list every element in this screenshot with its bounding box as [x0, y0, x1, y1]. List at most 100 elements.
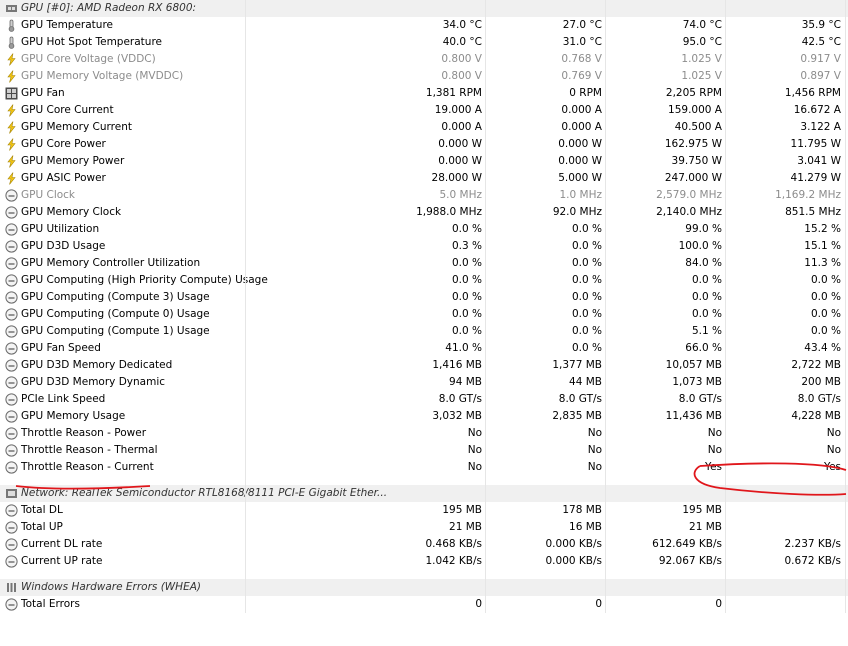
sensor-row[interactable]: GPU Hot Spot Temperature 40.0 °C 31.0 °C 95… [0, 34, 848, 51]
column-divider [245, 340, 246, 357]
column-divider [605, 340, 606, 357]
column-divider [485, 579, 486, 596]
column-divider [605, 102, 606, 119]
sensor-label: GPU ASIC Power [21, 172, 106, 184]
sensor-row[interactable]: GPU D3D Usage 0.3 % 0.0 % 100.0 % 15.1 % [0, 238, 848, 255]
min-value: 0.0 % [571, 274, 602, 286]
sensor-row[interactable]: Throttle Reason - Current No No Yes Yes [0, 459, 848, 476]
group-title: Windows Hardware Errors (WHEA) [21, 581, 201, 593]
column-divider [485, 119, 486, 136]
group-header[interactable]: Network: RealTek Semiconductor RTL8168/8… [0, 485, 848, 502]
sensor-row[interactable]: GPU Memory Voltage (MVDDC) 0.800 V 0.769 V… [0, 68, 848, 85]
column-divider [605, 170, 606, 187]
min-value: 5.000 W [558, 172, 602, 184]
sensor-row[interactable]: GPU Memory Clock 1,988.0 MHz 92.0 MHz 2,140… [0, 204, 848, 221]
sensor-row[interactable]: GPU Memory Current 0.000 A 0.000 A 40.500 A… [0, 119, 848, 136]
sensor-row[interactable]: GPU Computing (Compute 1) Usage 0.0 % 0.0 … [0, 323, 848, 340]
min-value: 8.0 GT/s [558, 393, 602, 405]
sensor-row[interactable]: GPU Temperature 34.0 °C 27.0 °C 74.0 °C 35.9… [0, 17, 848, 34]
column-divider [725, 119, 726, 136]
current-value: 0.0 % [451, 274, 482, 286]
group-spacer [0, 476, 848, 485]
sensor-row[interactable]: GPU Memory Power 0.000 W 0.000 W 39.750 W 3.… [0, 153, 848, 170]
min-value: 0.000 W [558, 138, 602, 150]
column-divider [845, 357, 846, 374]
sensor-row[interactable]: GPU ASIC Power 28.000 W 5.000 W 247.000 W 41… [0, 170, 848, 187]
average-value: 3.041 W [797, 155, 841, 167]
average-value: 0.0 % [810, 308, 841, 320]
sensor-row[interactable]: Throttle Reason - Thermal No No No No [0, 442, 848, 459]
column-divider [245, 442, 246, 459]
sensor-row[interactable]: Throttle Reason - Power No No No No [0, 425, 848, 442]
column-divider [605, 255, 606, 272]
column-divider [605, 459, 606, 476]
column-divider [725, 357, 726, 374]
sensor-row[interactable]: Total UP 21 MB 16 MB 21 MB [0, 519, 848, 536]
max-value: 2,205 RPM [665, 87, 722, 99]
sensor-row[interactable]: GPU Computing (Compute 3) Usage 0.0 % 0.0 … [0, 289, 848, 306]
sensor-row[interactable]: GPU Fan 1,381 RPM 0 RPM 2,205 RPM 1,456 RPM [0, 85, 848, 102]
current-value: 1,988.0 MHz [416, 206, 482, 218]
sensor-row[interactable]: GPU Core Voltage (VDDC) 0.800 V 0.768 V 1.0… [0, 51, 848, 68]
column-divider [245, 34, 246, 51]
column-divider [845, 502, 846, 519]
column-divider [245, 153, 246, 170]
column-divider [845, 17, 846, 34]
sensor-row[interactable]: GPU Memory Controller Utilization 0.0 % 0.… [0, 255, 848, 272]
column-divider [605, 119, 606, 136]
sensor-row[interactable]: GPU Memory Usage 3,032 MB 2,835 MB 11,436 M… [0, 408, 848, 425]
max-value: 99.0 % [685, 223, 722, 235]
sensor-label: Total UP [21, 521, 63, 533]
sensor-row[interactable]: GPU Core Current 19.000 A 0.000 A 159.000 A… [0, 102, 848, 119]
column-divider [725, 579, 726, 596]
min-value: 0.0 % [571, 240, 602, 252]
column-divider [725, 289, 726, 306]
gauge-icon [5, 291, 18, 304]
min-value: 0.0 % [571, 223, 602, 235]
column-divider [485, 408, 486, 425]
sensor-label: GPU Temperature [21, 19, 114, 31]
column-divider [605, 289, 606, 306]
sensor-row[interactable]: GPU Fan Speed 41.0 % 0.0 % 66.0 % 43.4 % [0, 340, 848, 357]
column-divider [845, 536, 846, 553]
lightning-icon [5, 172, 18, 185]
sensor-row[interactable]: GPU Utilization 0.0 % 0.0 % 99.0 % 15.2 % [0, 221, 848, 238]
column-divider [485, 374, 486, 391]
group-header[interactable]: GPU [#0]: AMD Radeon RX 6800: [0, 0, 848, 17]
column-divider [485, 153, 486, 170]
hardware-icon [5, 581, 18, 594]
sensor-row[interactable]: GPU Core Power 0.000 W 0.000 W 162.975 W 11.… [0, 136, 848, 153]
average-value: No [826, 444, 841, 456]
max-value: No [707, 427, 722, 439]
average-value: 11.795 W [790, 138, 841, 150]
sensor-row[interactable]: GPU Computing (High Priority Compute) Us… [0, 272, 848, 289]
column-divider [245, 187, 246, 204]
min-value: No [587, 461, 602, 473]
sensor-row[interactable]: Current UP rate 1.042 KB/s 0.000 KB/s 92.06… [0, 553, 848, 570]
column-divider [725, 136, 726, 153]
sensor-row[interactable]: GPU Computing (Compute 0) Usage 0.0 % 0.0 … [0, 306, 848, 323]
sensor-row[interactable]: Total Errors 0 0 0 [0, 596, 848, 613]
column-divider [845, 289, 846, 306]
gauge-icon [5, 393, 18, 406]
column-divider [245, 221, 246, 238]
column-divider [485, 485, 486, 502]
sensor-row[interactable]: Total DL 195 MB 178 MB 195 MB [0, 502, 848, 519]
max-value: 247.000 W [664, 172, 722, 184]
sensor-row[interactable]: GPU Clock 5.0 MHz 1.0 MHz 2,579.0 MHz 1,169.… [0, 187, 848, 204]
sensor-label: Current DL rate [21, 538, 103, 550]
group-header[interactable]: Windows Hardware Errors (WHEA) [0, 579, 848, 596]
sensor-row[interactable]: Current DL rate 0.468 KB/s 0.000 KB/s 612.6… [0, 536, 848, 553]
sensor-row[interactable]: PCIe Link Speed 8.0 GT/s 8.0 GT/s 8.0 GT/s 8… [0, 391, 848, 408]
sensor-label: GPU Hot Spot Temperature [21, 36, 162, 48]
sensor-label: GPU Utilization [21, 223, 100, 235]
average-value: Yes [824, 461, 841, 473]
sensor-row[interactable]: GPU D3D Memory Dedicated 1,416 MB 1,377 MB… [0, 357, 848, 374]
column-divider [605, 502, 606, 519]
current-value: 1,416 MB [432, 359, 482, 371]
min-value: 1,377 MB [552, 359, 602, 371]
gauge-icon [5, 257, 18, 270]
min-value: 0.769 V [561, 70, 602, 82]
sensor-row[interactable]: GPU D3D Memory Dynamic 94 MB 44 MB 1,073 MB… [0, 374, 848, 391]
current-value: 0.800 V [441, 70, 482, 82]
